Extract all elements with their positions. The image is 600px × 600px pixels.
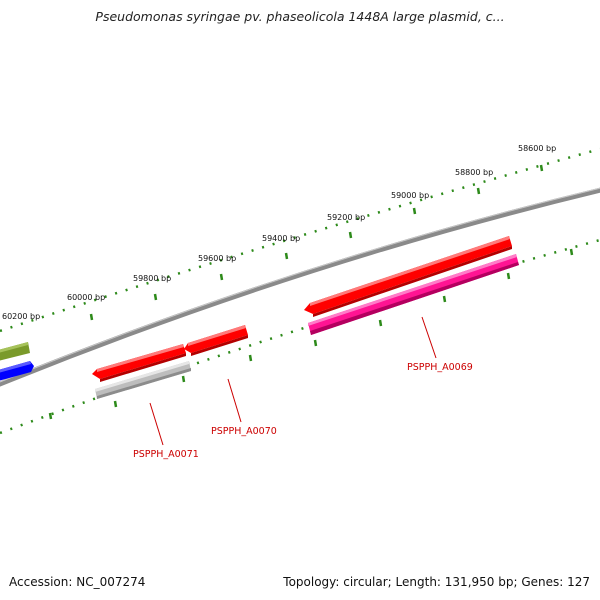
outer-tick-track: [0, 147, 600, 333]
gene-label-a0069[interactable]: PSPPH_A0069: [407, 362, 473, 373]
leader-line-a0070: [227, 378, 242, 423]
gene-olive-left: [0, 342, 30, 361]
map-title: Pseudomonas syringae pv. phaseolicola 14…: [95, 9, 505, 24]
tick-label-58800: 58800 bp: [455, 168, 493, 177]
inner-tick-track: [0, 238, 600, 435]
outer-major-ticks: [89, 164, 544, 321]
gene-red-a0070: [184, 325, 248, 356]
tick-label-59400: 59400 bp: [262, 234, 300, 243]
gene-label-a0070[interactable]: PSPPH_A0070: [211, 426, 277, 437]
inner-major-ticks: [48, 248, 574, 420]
tick-label-59800: 59800 bp: [133, 274, 171, 283]
tick-label-59000: 59000 bp: [391, 191, 429, 200]
gene-red-a0071-outer: [92, 344, 186, 382]
tick-label-58600: 58600 bp: [518, 144, 556, 153]
tick-label-59600: 59600 bp: [198, 254, 236, 263]
leader-line-a0069: [421, 316, 437, 359]
gene-pink-a0069: [308, 254, 519, 335]
gene-label-a0071[interactable]: PSPPH_A0071: [133, 449, 199, 460]
gene-red-a0069-outer: [304, 236, 512, 317]
accession-text: Accession: NC_007274: [9, 575, 146, 589]
gene-blue-left: [0, 361, 34, 381]
tick-label-59200: 59200 bp: [327, 213, 365, 222]
tick-label-60200: 60200 bp: [2, 312, 40, 321]
topology-summary: Topology: circular; Length: 131,950 bp; …: [283, 575, 590, 589]
tick-label-60000: 60000 bp: [67, 293, 105, 302]
plasmid-backbone-highlight: [0, 187, 600, 383]
plasmid-backbone: [0, 187, 600, 387]
gene-gray-a0071: [95, 361, 191, 399]
leader-line-a0071: [149, 402, 164, 446]
